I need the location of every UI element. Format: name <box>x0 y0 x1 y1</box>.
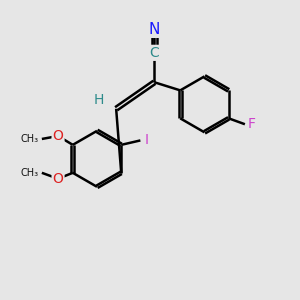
Text: O: O <box>52 129 64 143</box>
Text: C: C <box>149 46 159 60</box>
Text: CH₃: CH₃ <box>20 134 38 144</box>
Text: CH₃: CH₃ <box>20 168 38 178</box>
Text: N: N <box>149 22 160 37</box>
Text: O: O <box>52 172 64 186</box>
Text: H: H <box>93 93 104 107</box>
Text: I: I <box>145 134 149 147</box>
Text: F: F <box>248 117 255 131</box>
